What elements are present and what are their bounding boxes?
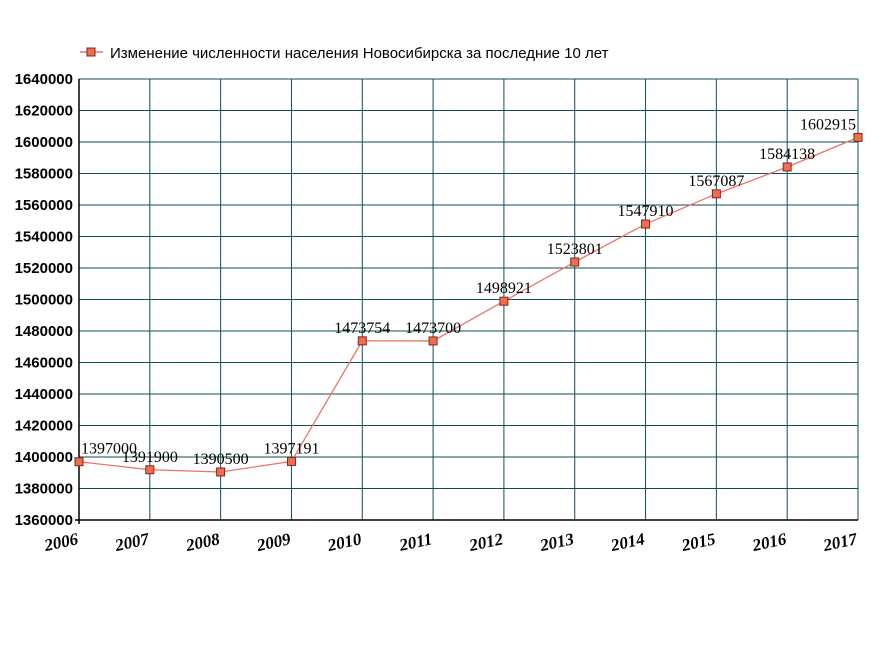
data-point xyxy=(357,336,367,346)
data-label: 1498921 xyxy=(476,280,532,297)
y-tick-label: 1600000 xyxy=(15,134,73,151)
data-label: 1390500 xyxy=(193,451,249,468)
data-point xyxy=(853,132,863,142)
data-label: 1567087 xyxy=(688,173,744,190)
data-point xyxy=(711,189,721,199)
data-point xyxy=(286,456,296,466)
data-point xyxy=(641,219,651,229)
data-point xyxy=(782,162,792,172)
data-point xyxy=(216,467,226,477)
data-label: 1473700 xyxy=(405,320,461,337)
series-population xyxy=(74,132,863,477)
x-tick-label: 2006 xyxy=(42,529,81,555)
x-tick-label: 2010 xyxy=(325,529,364,555)
data-point xyxy=(74,457,84,467)
data-label: 1523801 xyxy=(547,241,603,258)
x-tick-label: 2016 xyxy=(750,529,789,555)
y-tick-label: 1420000 xyxy=(15,418,73,435)
y-tick-label: 1400000 xyxy=(15,449,73,466)
x-tick-label: 2014 xyxy=(608,529,646,555)
data-label: 1397191 xyxy=(263,440,319,457)
data-label: 1397000 xyxy=(81,441,137,458)
x-tick-label: 2013 xyxy=(537,529,576,555)
data-point xyxy=(145,465,155,475)
legend-label: Изменение численности населения Новосиби… xyxy=(110,45,609,62)
y-tick-label: 1640000 xyxy=(15,71,73,88)
x-tick-label: 2009 xyxy=(254,529,293,555)
x-tick-label: 2008 xyxy=(183,529,222,555)
y-tick-label: 1520000 xyxy=(15,260,73,277)
y-tick-label: 1620000 xyxy=(15,103,73,120)
data-label: 1473754 xyxy=(334,320,390,337)
y-tick-label: 1580000 xyxy=(15,166,73,183)
data-label: 1602915 xyxy=(800,116,856,133)
data-label: 1547910 xyxy=(618,203,674,220)
x-axis-tick-labels: 2006 2007 2008 2009 2010 2011 2012 2013 2014 2015… xyxy=(42,529,861,555)
y-tick-label: 1540000 xyxy=(15,229,73,246)
y-axis-tick-labels: 1360000 1380000 1400000 1420000 1440000 14600… xyxy=(15,71,73,529)
x-tick-label: 2017 xyxy=(821,529,861,555)
x-tick-label: 2015 xyxy=(679,529,718,555)
y-tick-label: 1440000 xyxy=(15,386,73,403)
axes xyxy=(75,79,858,524)
x-tick-label: 2012 xyxy=(467,529,506,555)
y-tick-label: 1560000 xyxy=(15,197,73,214)
legend: Изменение численности населения Новосиби… xyxy=(80,45,609,62)
y-tick-label: 1480000 xyxy=(15,323,73,340)
grid-lines xyxy=(78,78,859,521)
x-tick-label: 2011 xyxy=(397,529,434,555)
y-tick-label: 1360000 xyxy=(15,512,73,529)
data-point xyxy=(499,296,509,306)
data-point xyxy=(570,257,580,267)
series-line xyxy=(78,136,859,473)
y-tick-label: 1460000 xyxy=(15,355,73,372)
x-tick-label: 2007 xyxy=(112,529,152,555)
data-label: 1584138 xyxy=(759,146,815,163)
y-tick-label: 1380000 xyxy=(15,481,73,498)
data-label: 1391900 xyxy=(122,449,178,466)
data-point xyxy=(428,336,438,346)
legend-marker-swatch xyxy=(86,47,96,57)
y-tick-label: 1500000 xyxy=(15,292,73,309)
